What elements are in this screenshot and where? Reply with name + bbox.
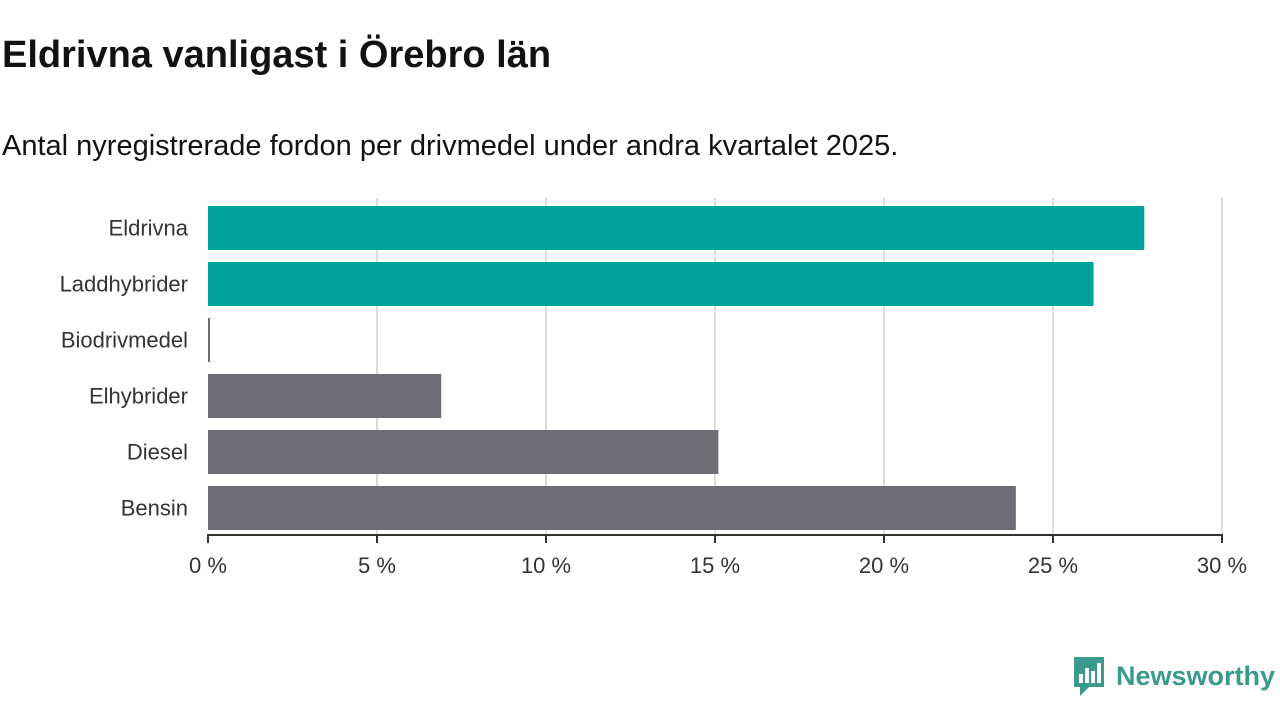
brand-logo: Newsworthy <box>1072 654 1275 698</box>
category-label-laddhybrider: Laddhybrider <box>60 272 188 297</box>
bars <box>208 206 1145 530</box>
bar-chart: Eldrivna Laddhybrider Biodrivmedel Elhybrid… <box>60 198 1247 578</box>
bar-eldrivna <box>208 206 1145 250</box>
x-tick-label-30: 30 % <box>1197 553 1247 578</box>
x-tick-label-10: 10 % <box>521 553 571 578</box>
category-label-diesel: Diesel <box>127 440 188 465</box>
category-label-bensin: Bensin <box>121 496 188 521</box>
newsworthy-logo-icon <box>1074 657 1104 696</box>
category-label-elhybrider: Elhybrider <box>89 384 188 409</box>
category-label-eldrivna: Eldrivna <box>109 216 189 241</box>
x-tick-label-5: 5 % <box>358 553 396 578</box>
x-tick-label-20: 20 % <box>859 553 909 578</box>
brand-name: Newsworthy <box>1116 660 1276 691</box>
bar-biodrivmedel <box>208 318 210 362</box>
bar-elhybrider <box>208 374 442 418</box>
category-label-biodrivmedel: Biodrivmedel <box>61 328 188 353</box>
x-tick-label-25: 25 % <box>1028 553 1078 578</box>
bar-laddhybrider <box>208 262 1094 306</box>
x-tick-label-0: 0 % <box>189 553 227 578</box>
grid-lines <box>376 198 1223 535</box>
category-labels: Eldrivna Laddhybrider Biodrivmedel Elhybrid… <box>60 216 189 521</box>
x-axis: 0 % 5 % 10 % 15 % 20 % 25 % 30 % <box>189 534 1247 578</box>
bar-bensin <box>208 486 1016 530</box>
x-tick-label-15: 15 % <box>690 553 740 578</box>
bar-diesel <box>208 430 719 474</box>
chart-subtitle: Antal nyregistrerade fordon per drivmede… <box>2 130 899 162</box>
chart-title: Eldrivna vanligast i Örebro län <box>2 34 552 76</box>
